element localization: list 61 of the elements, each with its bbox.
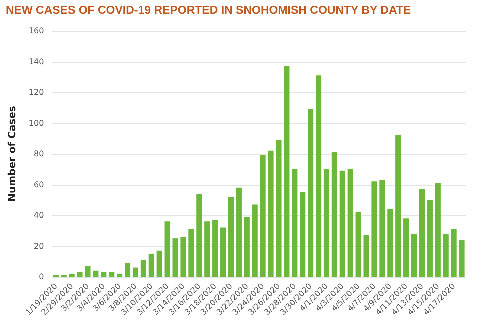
bar bbox=[180, 237, 186, 277]
bar bbox=[220, 228, 226, 277]
bar bbox=[85, 266, 91, 277]
bar bbox=[364, 235, 370, 277]
bar bbox=[132, 268, 139, 277]
y-tick-label: 60 bbox=[34, 180, 44, 190]
bar bbox=[124, 263, 131, 277]
bar bbox=[300, 192, 306, 277]
y-axis-title: Number of Cases bbox=[8, 106, 18, 202]
y-tick-label: 0 bbox=[39, 272, 44, 282]
y-tick-label: 100 bbox=[28, 118, 44, 128]
bar bbox=[292, 169, 298, 277]
bar bbox=[77, 272, 83, 277]
bar bbox=[244, 217, 250, 277]
bar bbox=[443, 234, 449, 277]
bar bbox=[435, 183, 441, 277]
bar bbox=[196, 194, 202, 277]
bar bbox=[164, 222, 170, 277]
bar bbox=[419, 189, 426, 277]
bar bbox=[188, 229, 194, 277]
bar bbox=[69, 274, 75, 277]
chart-title: NEW CASES OF COVID-19 REPORTED IN SNOHOMISH COUNTY BY DATE bbox=[5, 4, 412, 19]
bar bbox=[236, 188, 242, 277]
y-tick-label: 160 bbox=[28, 26, 44, 36]
bar bbox=[260, 156, 266, 277]
bar bbox=[252, 204, 258, 277]
bar bbox=[388, 209, 394, 277]
bar bbox=[204, 222, 210, 277]
y-tick-label: 40 bbox=[34, 211, 44, 220]
bar bbox=[348, 169, 354, 277]
bar bbox=[308, 109, 314, 277]
bar bbox=[212, 220, 218, 277]
bar bbox=[276, 140, 282, 277]
bar bbox=[427, 200, 433, 277]
bar bbox=[340, 170, 346, 277]
bar bbox=[148, 254, 154, 277]
bar bbox=[172, 238, 178, 277]
bar bbox=[156, 250, 162, 277]
y-tick-label: 20 bbox=[34, 242, 44, 251]
bar bbox=[380, 180, 386, 277]
y-tick-label: 80 bbox=[34, 150, 44, 158]
bar bbox=[372, 182, 378, 277]
bar bbox=[356, 212, 362, 277]
bar bbox=[284, 66, 290, 277]
bar bbox=[101, 272, 107, 277]
bar bbox=[396, 136, 402, 277]
bar bbox=[93, 270, 99, 277]
bar bbox=[332, 152, 338, 277]
bar bbox=[451, 229, 457, 277]
bar bbox=[268, 150, 274, 277]
bar bbox=[324, 169, 330, 277]
bar bbox=[459, 240, 465, 277]
bar bbox=[404, 218, 410, 277]
bar bbox=[140, 260, 146, 277]
bar bbox=[109, 272, 115, 277]
bar bbox=[117, 274, 123, 277]
bar bbox=[228, 197, 234, 277]
bar bbox=[411, 234, 418, 277]
y-tick-label: 120 bbox=[28, 88, 44, 97]
y-tick-label: 140 bbox=[28, 57, 44, 66]
bar bbox=[316, 76, 322, 277]
